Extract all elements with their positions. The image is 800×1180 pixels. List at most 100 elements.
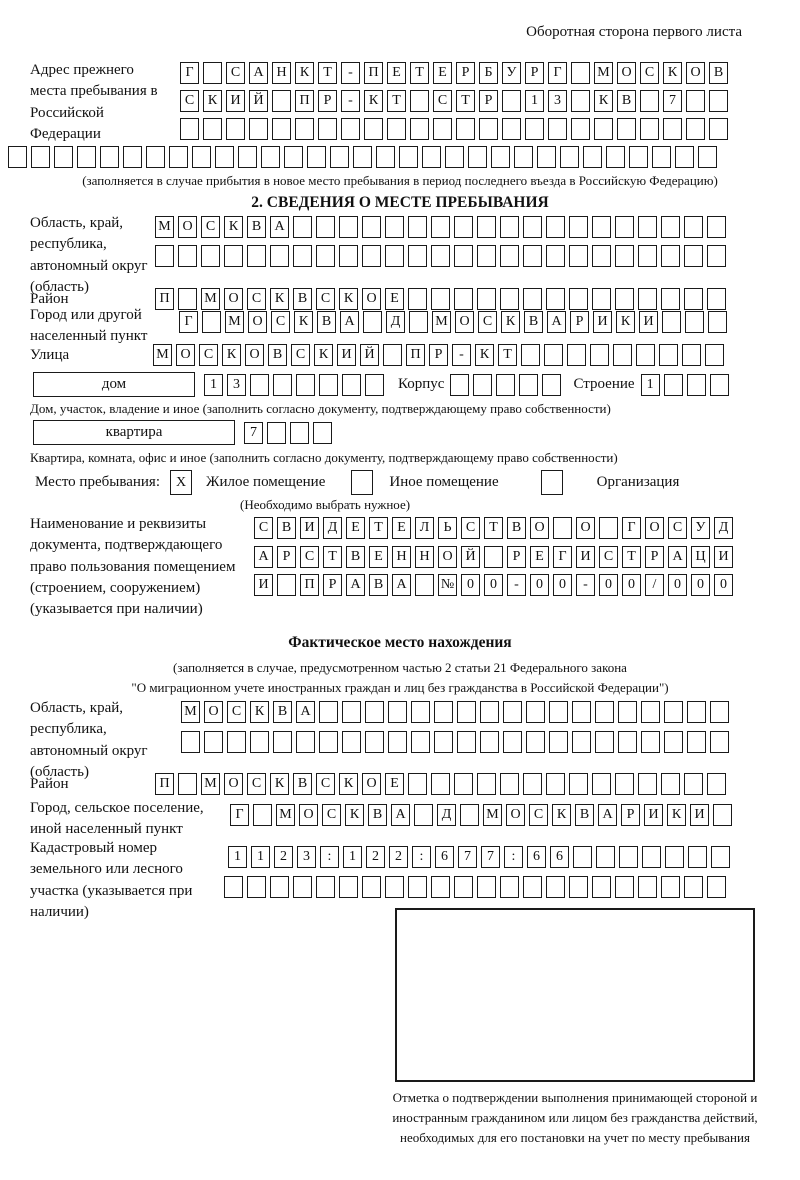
- char-box[interactable]: [169, 146, 188, 168]
- char-box[interactable]: [250, 731, 269, 753]
- char-box[interactable]: Е: [433, 62, 452, 84]
- char-box[interactable]: Н: [272, 62, 291, 84]
- char-box[interactable]: А: [391, 804, 410, 826]
- char-box[interactable]: [387, 118, 406, 140]
- char-box[interactable]: [617, 118, 636, 140]
- char-box[interactable]: О: [224, 773, 243, 795]
- char-box[interactable]: Б: [479, 62, 498, 84]
- char-box[interactable]: [178, 773, 197, 795]
- char-box[interactable]: П: [155, 288, 174, 310]
- char-box[interactable]: О: [204, 701, 223, 723]
- char-box[interactable]: [500, 876, 519, 898]
- char-box[interactable]: [454, 876, 473, 898]
- char-box[interactable]: [203, 62, 222, 84]
- stay-checkbox-residential[interactable]: X: [170, 470, 192, 495]
- char-box[interactable]: [709, 90, 728, 112]
- char-box[interactable]: [408, 245, 427, 267]
- char-box[interactable]: [411, 701, 430, 723]
- char-box[interactable]: [445, 146, 464, 168]
- char-box[interactable]: [293, 876, 312, 898]
- char-box[interactable]: -: [341, 62, 360, 84]
- char-box[interactable]: О: [248, 311, 267, 333]
- char-box[interactable]: С: [322, 804, 341, 826]
- char-box[interactable]: Р: [645, 546, 664, 568]
- char-box[interactable]: О: [576, 517, 595, 539]
- char-box[interactable]: Р: [429, 344, 448, 366]
- char-box[interactable]: К: [594, 90, 613, 112]
- char-box[interactable]: [640, 118, 659, 140]
- char-box[interactable]: С: [599, 546, 618, 568]
- char-box[interactable]: [615, 245, 634, 267]
- char-box[interactable]: [434, 701, 453, 723]
- char-box[interactable]: Г: [179, 311, 198, 333]
- char-box[interactable]: [313, 421, 332, 444]
- char-box[interactable]: [560, 146, 579, 168]
- char-box[interactable]: [615, 773, 634, 795]
- char-box[interactable]: Г: [230, 804, 249, 826]
- char-box[interactable]: Л: [415, 517, 434, 539]
- char-box[interactable]: [454, 288, 473, 310]
- char-box[interactable]: [477, 288, 496, 310]
- char-box[interactable]: [709, 118, 728, 140]
- char-box[interactable]: [569, 216, 588, 238]
- char-box[interactable]: [431, 773, 450, 795]
- char-box[interactable]: [491, 146, 510, 168]
- char-box[interactable]: [599, 517, 618, 539]
- char-box[interactable]: М: [483, 804, 502, 826]
- char-box[interactable]: [388, 701, 407, 723]
- char-box[interactable]: [284, 146, 303, 168]
- char-box[interactable]: [523, 876, 542, 898]
- char-box[interactable]: Д: [386, 311, 405, 333]
- char-box[interactable]: У: [691, 517, 710, 539]
- char-box[interactable]: [569, 876, 588, 898]
- char-box[interactable]: Р: [507, 546, 526, 568]
- char-box[interactable]: [606, 146, 625, 168]
- char-box[interactable]: [203, 118, 222, 140]
- char-box[interactable]: [249, 118, 268, 140]
- char-box[interactable]: [546, 216, 565, 238]
- char-box[interactable]: [590, 344, 609, 366]
- char-box[interactable]: В: [293, 288, 312, 310]
- char-box[interactable]: К: [295, 62, 314, 84]
- char-box[interactable]: Н: [392, 546, 411, 568]
- char-box[interactable]: [661, 773, 680, 795]
- char-box[interactable]: О: [362, 288, 381, 310]
- char-box[interactable]: [54, 146, 73, 168]
- char-box[interactable]: И: [254, 574, 273, 596]
- char-box[interactable]: [277, 574, 296, 596]
- char-box[interactable]: О: [362, 773, 381, 795]
- char-box[interactable]: [615, 216, 634, 238]
- char-box[interactable]: [146, 146, 165, 168]
- char-box[interactable]: [376, 146, 395, 168]
- char-box[interactable]: [500, 216, 519, 238]
- char-box[interactable]: [537, 146, 556, 168]
- char-box[interactable]: В: [368, 804, 387, 826]
- char-box[interactable]: [362, 216, 381, 238]
- char-box[interactable]: М: [201, 288, 220, 310]
- char-box[interactable]: В: [317, 311, 336, 333]
- char-box[interactable]: [77, 146, 96, 168]
- char-box[interactable]: С: [316, 288, 335, 310]
- char-box[interactable]: [477, 876, 496, 898]
- char-box[interactable]: К: [222, 344, 241, 366]
- char-box[interactable]: [661, 876, 680, 898]
- char-box[interactable]: [711, 846, 730, 868]
- char-box[interactable]: [665, 846, 684, 868]
- char-box[interactable]: [307, 146, 326, 168]
- char-box[interactable]: [685, 311, 704, 333]
- char-box[interactable]: [434, 731, 453, 753]
- char-box[interactable]: [675, 146, 694, 168]
- char-box[interactable]: [180, 118, 199, 140]
- char-box[interactable]: [636, 344, 655, 366]
- char-box[interactable]: [353, 146, 372, 168]
- char-box[interactable]: [638, 245, 657, 267]
- char-box[interactable]: 2: [389, 846, 408, 868]
- char-box[interactable]: [385, 216, 404, 238]
- char-box[interactable]: [270, 876, 289, 898]
- char-box[interactable]: К: [345, 804, 364, 826]
- char-box[interactable]: [615, 876, 634, 898]
- char-box[interactable]: К: [339, 773, 358, 795]
- char-box[interactable]: [270, 245, 289, 267]
- char-box[interactable]: [594, 118, 613, 140]
- char-box[interactable]: [201, 245, 220, 267]
